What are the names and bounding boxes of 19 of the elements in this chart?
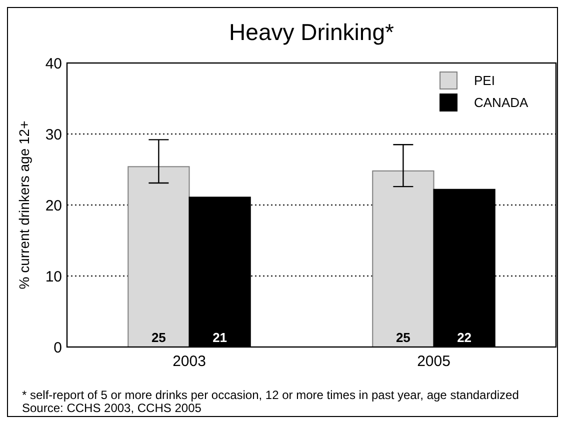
data-label: 21 — [212, 330, 228, 345]
legend-label: CANADA — [474, 95, 529, 110]
y-tick-label: 20 — [45, 197, 62, 214]
x-tick-label: 2003 — [172, 353, 206, 370]
data-label: 22 — [457, 330, 472, 345]
y-tick-label: 30 — [45, 126, 62, 144]
chart-title: Heavy Drinking* — [229, 19, 394, 45]
y-axis-title: % current drinkers age 12+ — [16, 120, 32, 290]
y-tick-label: 40 — [45, 55, 62, 72]
data-label: 25 — [396, 330, 410, 345]
source-note: Source: CCHS 2003, CCHS 2005 — [22, 401, 202, 415]
y-tick-label: 0 — [54, 339, 62, 356]
bar — [372, 170, 434, 348]
y-tick-label: 10 — [45, 268, 62, 286]
data-label: 25 — [151, 330, 166, 345]
text: * self-report of 5 or more drinks per occasion, 12 or more times in past year, age standardized — [22, 388, 519, 402]
legend-label: PEI — [474, 73, 495, 88]
bar — [128, 166, 190, 348]
x-tick-label: 2005 — [417, 353, 450, 370]
